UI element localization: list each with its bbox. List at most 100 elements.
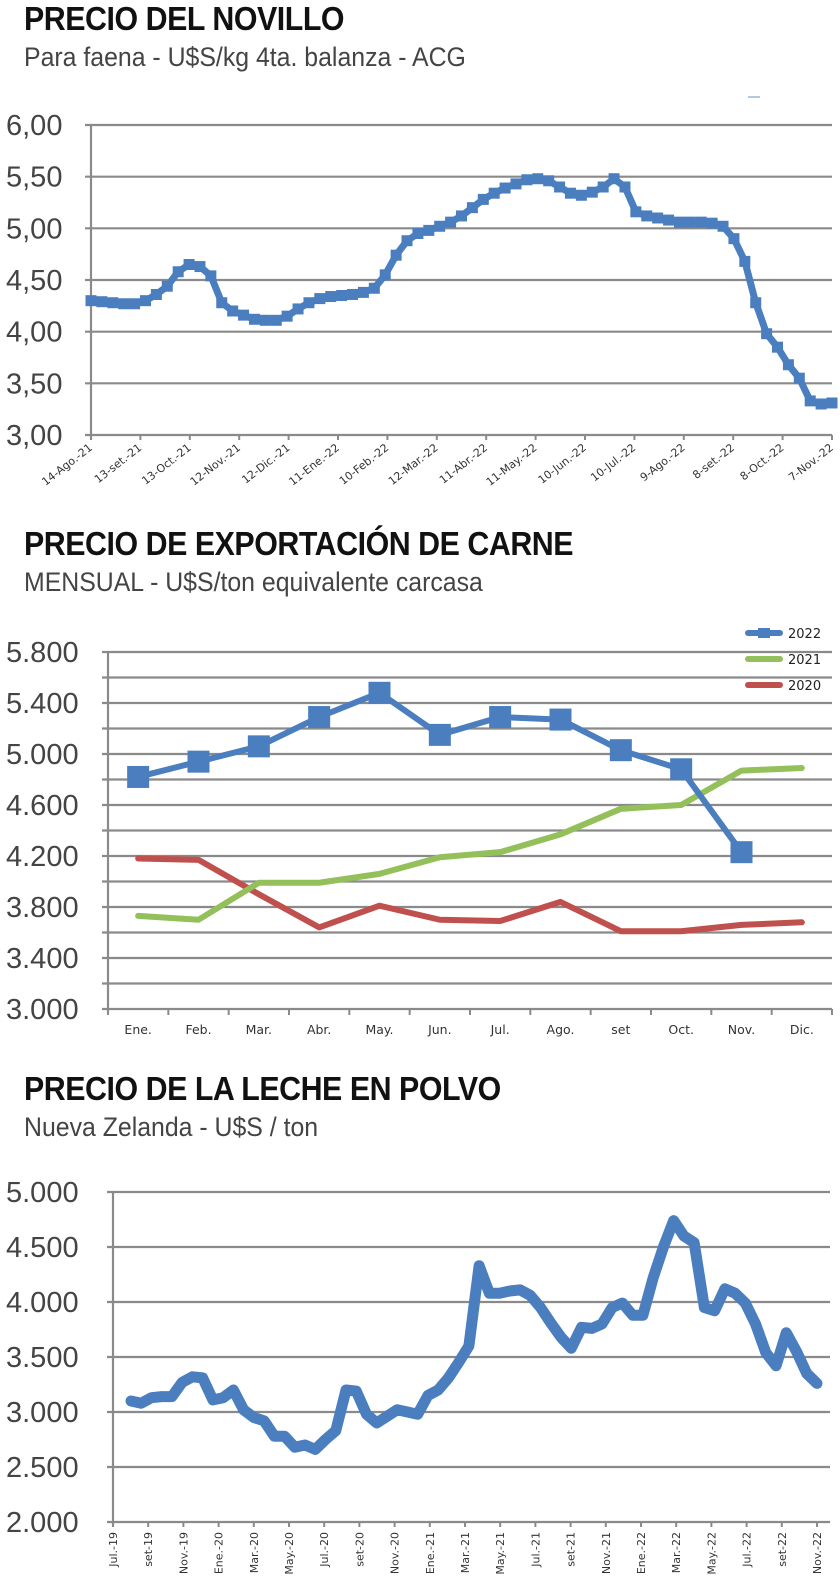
data-point bbox=[216, 297, 228, 309]
data-point bbox=[248, 313, 260, 325]
x-tick-label: Ene.-21 bbox=[424, 1532, 437, 1574]
y-tick-label: 3,00 bbox=[6, 420, 62, 452]
data-point bbox=[630, 206, 642, 218]
x-tick-label: May. bbox=[365, 1022, 393, 1037]
data-point bbox=[608, 173, 620, 185]
data-point bbox=[445, 216, 457, 228]
data-point bbox=[652, 212, 664, 224]
data-point bbox=[172, 266, 184, 278]
data-point bbox=[314, 293, 326, 305]
data-point bbox=[772, 341, 784, 353]
x-tick-label: set-21 bbox=[565, 1532, 578, 1567]
meat-export-price-chart: 5.800 5.400 5.000 4.600 4.200 3.800 3.400 3.000… bbox=[6, 627, 833, 1037]
data-point-2022 bbox=[308, 706, 331, 729]
data-point bbox=[434, 220, 446, 232]
data-point bbox=[205, 270, 217, 282]
y-tick-label: 5.000 bbox=[6, 739, 79, 771]
data-point bbox=[161, 280, 173, 292]
x-tick-label: Mar. bbox=[246, 1022, 272, 1037]
data-point-2022 bbox=[489, 706, 512, 729]
data-point bbox=[368, 282, 380, 294]
data-point bbox=[139, 295, 151, 307]
data-point bbox=[466, 202, 478, 214]
x-tick-label: set-20 bbox=[353, 1532, 366, 1567]
x-tick-label: Abr. bbox=[307, 1022, 331, 1037]
chart1-subtitle: Para faena - U$S/kg 4ta. balanza - ACG bbox=[24, 42, 466, 72]
data-point bbox=[695, 216, 707, 228]
y-tick-label: 4,00 bbox=[6, 317, 62, 349]
legend-label-2020: 2020 bbox=[788, 679, 821, 694]
data-point bbox=[259, 314, 271, 326]
data-point bbox=[336, 290, 348, 301]
data-point bbox=[107, 297, 119, 309]
data-point bbox=[423, 224, 435, 236]
data-point bbox=[292, 303, 304, 315]
y-tick-label: 3.500 bbox=[6, 1342, 79, 1374]
data-point bbox=[586, 186, 598, 198]
y-tick-label: 5,00 bbox=[6, 213, 62, 245]
x-tick-label: Mar.-20 bbox=[248, 1532, 261, 1573]
data-point bbox=[663, 214, 675, 226]
x-tick-label: Feb. bbox=[185, 1022, 211, 1037]
data-point bbox=[543, 175, 555, 187]
data-point bbox=[597, 181, 609, 193]
data-point bbox=[564, 187, 576, 199]
data-point bbox=[150, 288, 162, 300]
x-tick-label: Ago. bbox=[547, 1022, 575, 1037]
x-tick-label: Mar.-21 bbox=[459, 1532, 472, 1573]
y-tick-label: 3.800 bbox=[6, 892, 79, 924]
data-point bbox=[238, 309, 250, 321]
data-point bbox=[347, 288, 359, 300]
data-point-2022 bbox=[187, 750, 210, 773]
data-point bbox=[281, 310, 293, 322]
data-point bbox=[227, 305, 239, 317]
data-point-2022 bbox=[670, 758, 693, 781]
legend-marker-2022 bbox=[758, 628, 770, 638]
data-point bbox=[379, 269, 391, 281]
chart3-title: PRECIO DE LA LECHE EN POLVO bbox=[24, 1070, 501, 1107]
y-tick-label: 4.500 bbox=[6, 1232, 79, 1264]
x-tick-label: Ene.-20 bbox=[213, 1532, 226, 1574]
x-tick-label: Mar.-22 bbox=[670, 1532, 683, 1573]
x-tick-label: Jun. bbox=[427, 1022, 452, 1037]
data-point bbox=[390, 249, 402, 261]
x-tick-label: Ene. bbox=[124, 1022, 151, 1037]
data-point bbox=[706, 217, 718, 229]
data-point bbox=[750, 297, 762, 309]
data-point bbox=[761, 328, 773, 340]
y-tick-label: 4.600 bbox=[6, 790, 79, 822]
data-point bbox=[488, 187, 500, 199]
y-tick-label: 2.500 bbox=[6, 1452, 79, 1484]
x-tick-label: Jul.-22 bbox=[741, 1532, 754, 1568]
data-point bbox=[673, 216, 685, 228]
chart1-title: PRECIO DEL NOVILLO bbox=[24, 0, 345, 37]
data-point bbox=[684, 216, 696, 228]
data-point bbox=[303, 297, 315, 309]
data-point bbox=[96, 296, 108, 308]
data-point bbox=[325, 291, 337, 303]
y-tick-label: 4,50 bbox=[6, 265, 62, 297]
x-tick-label: May.-21 bbox=[494, 1532, 507, 1575]
x-tick-label: Nov.-20 bbox=[389, 1532, 402, 1574]
data-point bbox=[804, 395, 816, 407]
data-point bbox=[575, 189, 587, 201]
y-tick-label: 4.000 bbox=[6, 1287, 79, 1319]
x-tick-label: Dic. bbox=[790, 1022, 814, 1037]
x-tick-label: Nov.-21 bbox=[600, 1532, 613, 1574]
legend-label-2022: 2022 bbox=[788, 627, 821, 642]
x-tick-label: set bbox=[611, 1022, 630, 1037]
y-tick-label: 2.000 bbox=[6, 1507, 79, 1539]
x-tick-label: Ene.-22 bbox=[635, 1532, 648, 1574]
series-line-2021 bbox=[135, 765, 805, 923]
novillo-price-chart: 6,005,505,004,504,003,503,0014-Ago.-2113… bbox=[6, 96, 838, 489]
x-tick-label: Nov.-19 bbox=[177, 1532, 190, 1574]
x-tick-label: set-19 bbox=[142, 1532, 155, 1567]
data-point-2022 bbox=[609, 739, 632, 762]
data-point bbox=[815, 398, 827, 410]
y-tick-label: 5.000 bbox=[6, 1177, 79, 1209]
data-point bbox=[782, 359, 794, 371]
legend-label-2021: 2021 bbox=[788, 653, 821, 668]
x-tick-label: Jul.-19 bbox=[107, 1532, 120, 1568]
data-point bbox=[85, 295, 97, 307]
